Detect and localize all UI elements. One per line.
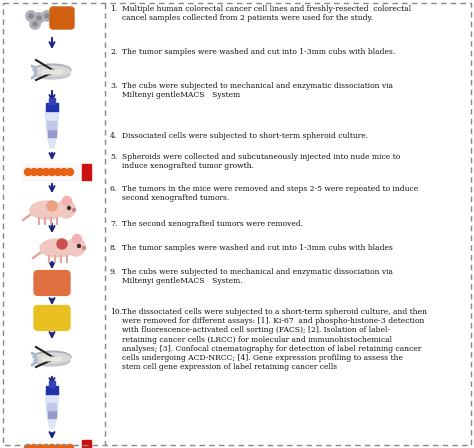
Ellipse shape <box>34 69 70 79</box>
Circle shape <box>50 70 54 74</box>
Circle shape <box>42 70 46 74</box>
Circle shape <box>48 168 55 176</box>
Circle shape <box>29 14 33 18</box>
Text: The tumor samples were washed and cut into 1-3mm cubs with blades: The tumor samples were washed and cut in… <box>122 244 393 252</box>
Text: 2.: 2. <box>110 48 117 56</box>
Circle shape <box>61 168 67 176</box>
Circle shape <box>25 444 31 448</box>
Circle shape <box>43 444 49 448</box>
Text: The cubs were subjected to mechanical and enzymatic dissociation via
Miltenyi ge: The cubs were subjected to mechanical an… <box>122 268 393 285</box>
Text: 7.: 7. <box>110 220 117 228</box>
Text: 6.: 6. <box>110 185 117 193</box>
Circle shape <box>67 207 71 210</box>
Ellipse shape <box>33 64 71 76</box>
Circle shape <box>46 70 50 74</box>
Circle shape <box>30 168 37 176</box>
Circle shape <box>54 357 58 361</box>
Circle shape <box>73 208 75 211</box>
Circle shape <box>67 238 85 256</box>
Circle shape <box>58 70 62 74</box>
Bar <box>46 103 58 111</box>
Ellipse shape <box>30 201 64 219</box>
Circle shape <box>30 444 37 448</box>
Circle shape <box>46 357 50 361</box>
Text: 4.: 4. <box>110 132 117 140</box>
Circle shape <box>48 444 55 448</box>
Text: 10.: 10. <box>110 308 122 316</box>
Polygon shape <box>45 393 59 428</box>
Text: Dissociated cells were subjected to short-term spheroid culture.: Dissociated cells were subjected to shor… <box>122 132 368 140</box>
Circle shape <box>45 14 49 18</box>
Circle shape <box>61 444 67 448</box>
Circle shape <box>36 168 44 176</box>
Circle shape <box>55 444 62 448</box>
Bar <box>22 440 82 448</box>
Ellipse shape <box>40 239 74 257</box>
Circle shape <box>47 201 57 211</box>
Circle shape <box>58 357 62 361</box>
Text: Multiple human colorectal cancer cell lines and freshly-resected  colorectal
can: Multiple human colorectal cancer cell li… <box>122 5 411 22</box>
Circle shape <box>54 70 58 74</box>
Text: 8.: 8. <box>110 244 117 252</box>
Text: The tumors in the mice were removed and steps 2-5 were repeated to induce
second: The tumors in the mice were removed and … <box>122 185 418 202</box>
Circle shape <box>57 239 67 249</box>
Ellipse shape <box>34 356 70 366</box>
Circle shape <box>42 10 53 22</box>
FancyBboxPatch shape <box>34 306 70 331</box>
Circle shape <box>66 168 73 176</box>
FancyBboxPatch shape <box>34 271 70 295</box>
Ellipse shape <box>34 66 70 76</box>
Circle shape <box>57 200 75 218</box>
Circle shape <box>34 13 45 23</box>
Text: The second xenografted tumors were removed.: The second xenografted tumors were remov… <box>122 220 303 228</box>
Bar <box>46 386 58 394</box>
Text: 1.: 1. <box>110 5 117 13</box>
FancyBboxPatch shape <box>50 7 74 29</box>
Circle shape <box>82 246 85 250</box>
Bar <box>82 164 91 180</box>
Circle shape <box>50 357 54 361</box>
Circle shape <box>37 16 41 20</box>
Circle shape <box>66 444 73 448</box>
Text: The dissociated cells were subjected to a short-term spheroid culture, and then
: The dissociated cells were subjected to … <box>122 308 427 371</box>
Text: 5.: 5. <box>110 153 117 161</box>
Text: 9.: 9. <box>110 268 117 276</box>
Text: 3.: 3. <box>110 82 118 90</box>
Circle shape <box>63 197 72 206</box>
Circle shape <box>36 444 44 448</box>
Circle shape <box>55 168 62 176</box>
Text: The cubs were subjected to mechanical and enzymatic dissociation via
Miltenyi ge: The cubs were subjected to mechanical an… <box>122 82 393 99</box>
Circle shape <box>26 10 36 22</box>
Circle shape <box>43 168 49 176</box>
Ellipse shape <box>33 351 71 363</box>
Bar <box>49 381 55 387</box>
Bar <box>82 440 91 448</box>
Circle shape <box>73 234 82 244</box>
Polygon shape <box>45 110 59 148</box>
Circle shape <box>29 18 40 30</box>
Bar <box>49 98 55 104</box>
Text: Spheroids were collected and subcutaneously injected into nude mice to
induce xe: Spheroids were collected and subcutaneou… <box>122 153 400 170</box>
Text: The tumor samples were washed and cut into 1-3mm cubs with blades.: The tumor samples were washed and cut in… <box>122 48 395 56</box>
Circle shape <box>33 22 37 26</box>
Circle shape <box>25 168 31 176</box>
Bar <box>22 164 82 180</box>
Circle shape <box>42 357 46 361</box>
Ellipse shape <box>34 353 70 363</box>
Circle shape <box>78 245 81 247</box>
